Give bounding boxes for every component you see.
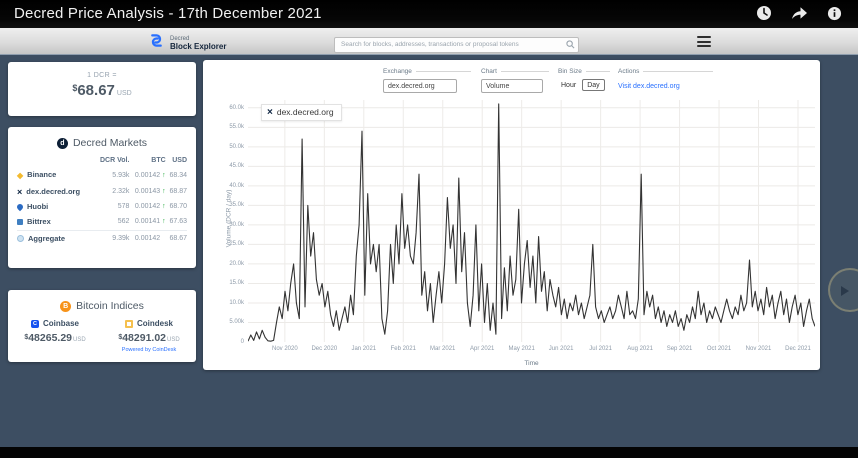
decred-markets-icon: d — [56, 137, 68, 149]
x-tick-label: Apr 2021 — [470, 346, 495, 352]
column-header-usd: USD — [172, 157, 187, 164]
huobi-icon — [15, 202, 25, 212]
player-bottom-bar — [0, 447, 858, 458]
bin-size-label: Bin Size — [558, 68, 610, 75]
exchange-select[interactable]: dex.decred.org — [383, 79, 457, 93]
video-annotation-circle[interactable] — [828, 268, 858, 312]
price-up-arrow: ↑ — [162, 187, 166, 195]
video-titlebar: Decred Price Analysis - 17th December 20… — [0, 0, 858, 28]
column-header-dcr-vol: DCR Vol. — [99, 157, 130, 164]
share-icon[interactable] — [791, 6, 808, 20]
x-tick-label: Jul 2021 — [589, 346, 612, 352]
column-header-btc: BTC — [151, 157, 166, 164]
x-axis-title: Time — [524, 360, 539, 367]
x-tick-label: Aug 2021 — [627, 346, 653, 352]
x-tick-label: Mar 2021 — [430, 346, 456, 352]
y-tick-label: 25.0k — [229, 241, 244, 248]
dcr-price-card: 1 DCR = $68.67 USD — [8, 62, 196, 116]
chart-type-select[interactable]: Volume — [481, 79, 543, 93]
brand-top-label: Decred — [170, 35, 190, 42]
market-row-bittrex[interactable]: Bittrex 562 0.00141 ↑ 67.63 — [17, 214, 187, 230]
x-tick-label: Sep 2021 — [666, 346, 693, 352]
visit-dex-link[interactable]: Visit dex.decred.org — [618, 83, 680, 90]
dcr-price-label: 1 DCR = — [87, 72, 117, 79]
y-tick-label: 15.0k — [229, 280, 244, 287]
decred-logo-icon — [148, 32, 165, 54]
y-tick-label: 0 — [240, 339, 244, 345]
watch-later-icon[interactable] — [756, 5, 772, 21]
y-tick-label: 45.0k — [229, 163, 244, 170]
price-up-arrow: ↑ — [162, 218, 166, 226]
x-tick-label: Nov 2021 — [745, 346, 772, 352]
powered-by-link[interactable]: Powered by CoinDesk — [121, 347, 177, 353]
coindesk-price: $48291.02USD — [118, 332, 180, 344]
x-tick-label: Dec 2020 — [311, 346, 338, 352]
x-tick-label: Oct 2021 — [706, 346, 732, 352]
coindesk-icon — [124, 319, 133, 328]
x-tick-label: Nov 2020 — [272, 346, 298, 352]
y-tick-label: 20.0k — [229, 260, 244, 267]
chart-type-label: Chart — [481, 68, 549, 75]
coinbase-index: C Coinbase $48265.29USD — [8, 319, 102, 353]
volume-chart[interactable]: × dex.decred.org 0 5.00k 10.0k 15.0k 20.0k 25… — [229, 100, 815, 352]
chart-legend: × dex.decred.org — [261, 104, 342, 121]
decred-markets-card: d Decred Markets DCR Vol. BTC USD ◆ Binan… — [8, 127, 196, 268]
bitcoin-indices-card: B Bitcoin Indices C Coinbase $48265.29USD… — [8, 290, 196, 362]
markets-card-title: d Decred Markets — [8, 127, 196, 149]
aggregate-icon — [17, 234, 24, 242]
x-tick-label: Dec 2021 — [785, 346, 811, 352]
menu-icon[interactable] — [697, 36, 711, 50]
explorer-header: Decred Block Explorer — [0, 28, 858, 55]
x-tick-label: Jan 2021 — [351, 346, 377, 352]
dcr-price-value: $68.67 USD — [72, 82, 132, 99]
dcrdex-legend-icon: × — [267, 106, 273, 118]
bitcoin-icon: B — [60, 300, 72, 312]
y-tick-label: 35.0k — [229, 202, 244, 209]
brand-bottom-label: Block Explorer — [170, 41, 227, 51]
search-input[interactable] — [334, 36, 579, 53]
x-tick-label: May 2021 — [508, 346, 535, 352]
markets-table: DCR Vol. BTC USD ◆ Binance 5.93k 0.00142 … — [15, 156, 187, 246]
market-row-huobi[interactable]: Huobi 578 0.00142 ↑ 68.70 — [15, 199, 187, 214]
y-tick-label: 30.0k — [229, 221, 244, 228]
y-tick-label: 5.00k — [229, 319, 244, 326]
search-icon[interactable] — [566, 36, 575, 54]
bin-hour-button[interactable]: Hour — [561, 81, 577, 89]
info-icon[interactable] — [827, 6, 842, 21]
y-tick-label: 60.0k — [229, 104, 244, 111]
bin-day-button[interactable]: Day — [582, 79, 605, 91]
bittrex-icon — [17, 219, 23, 226]
x-tick-label: Jun 2021 — [548, 346, 574, 352]
y-tick-label: 40.0k — [229, 182, 244, 189]
market-chart-card: Exchange dex.decred.org Chart Volume Bin… — [203, 60, 820, 370]
video-title: Decred Price Analysis - 17th December 20… — [14, 5, 322, 22]
decred-block-explorer-logo[interactable]: Decred Block Explorer — [148, 32, 226, 54]
coinbase-icon: C — [30, 319, 39, 328]
price-up-arrow: ↑ — [162, 171, 166, 179]
dcrdex-icon: × — [17, 186, 23, 197]
market-row-aggregate[interactable]: Aggregate 9.39k 0.00142 68.67 — [17, 229, 187, 246]
y-tick-label: 55.0k — [229, 124, 244, 131]
bitcoin-indices-title: B Bitcoin Indices — [8, 290, 196, 312]
coindesk-index: Coindesk $48291.02USD Powered by CoinDes… — [102, 319, 196, 353]
coinbase-price: $48265.29USD — [24, 332, 86, 344]
actions-label: Actions — [618, 68, 713, 75]
y-tick-label: 50.0k — [229, 143, 244, 150]
y-tick-label: 10.0k — [229, 299, 244, 306]
market-row-dexdecred[interactable]: × dex.decred.org 2.32k 0.00143 ↑ 68.87 — [17, 186, 187, 197]
binance-icon: ◆ — [17, 171, 24, 181]
exchange-label: Exchange — [383, 68, 471, 75]
x-tick-label: Feb 2021 — [390, 346, 416, 352]
price-up-arrow: ↑ — [162, 202, 166, 210]
market-row-binance[interactable]: ◆ Binance 5.93k 0.00142 ↑ 68.34 — [17, 170, 187, 181]
